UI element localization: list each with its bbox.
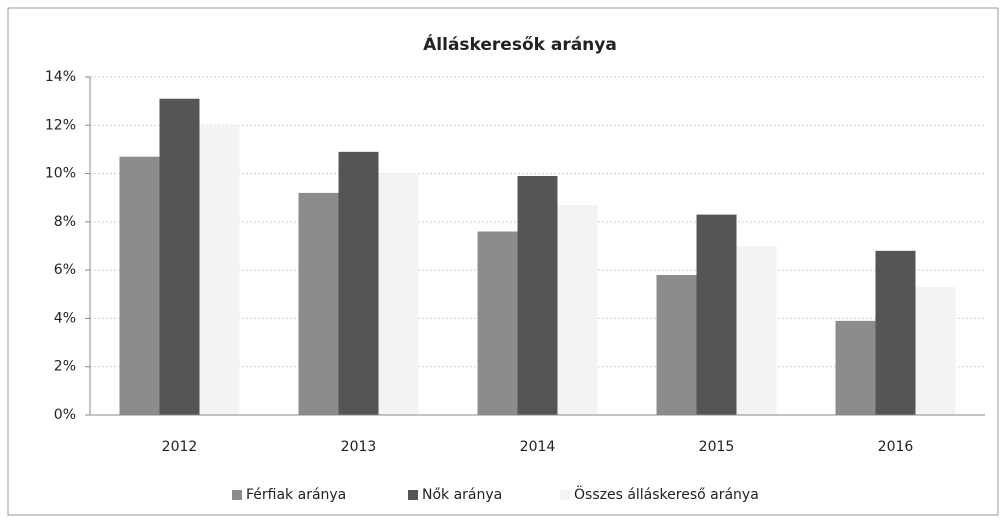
legend-swatch bbox=[408, 490, 418, 500]
bar bbox=[119, 156, 160, 415]
bar bbox=[696, 214, 737, 415]
x-tick-label: 2014 bbox=[520, 439, 556, 455]
y-tick-label: 2% bbox=[54, 359, 76, 375]
x-tick-label: 2013 bbox=[341, 439, 377, 455]
y-tick-label: 0% bbox=[54, 407, 76, 423]
legend-label: Összes álláskereső aránya bbox=[574, 485, 759, 503]
bar bbox=[557, 204, 598, 415]
y-tick-label: 14% bbox=[45, 69, 76, 85]
legend-label: Férfiak aránya bbox=[246, 487, 346, 503]
bar bbox=[517, 175, 558, 415]
bar bbox=[736, 246, 777, 415]
bar bbox=[835, 320, 876, 415]
bar bbox=[338, 151, 379, 416]
x-tick-label: 2012 bbox=[162, 439, 198, 455]
bar bbox=[378, 173, 419, 415]
x-tick-label: 2015 bbox=[699, 439, 735, 455]
bar bbox=[875, 250, 916, 415]
y-tick-label: 8% bbox=[54, 214, 76, 230]
y-tick-label: 10% bbox=[45, 166, 76, 182]
legend-label: Nők aránya bbox=[422, 487, 502, 503]
bar bbox=[199, 125, 240, 416]
bar bbox=[656, 274, 697, 415]
y-tick-label: 4% bbox=[54, 310, 76, 326]
y-tick-label: 12% bbox=[45, 117, 76, 133]
chart-title: Álláskeresők aránya bbox=[423, 33, 617, 55]
x-tick-label: 2016 bbox=[878, 439, 914, 455]
y-tick-label: 6% bbox=[54, 262, 76, 278]
chart-frame bbox=[7, 7, 999, 516]
bar bbox=[915, 287, 956, 415]
legend-swatch bbox=[560, 490, 570, 500]
bar bbox=[477, 231, 518, 415]
bar bbox=[159, 98, 200, 415]
legend-swatch bbox=[232, 490, 242, 500]
bar bbox=[298, 192, 339, 415]
